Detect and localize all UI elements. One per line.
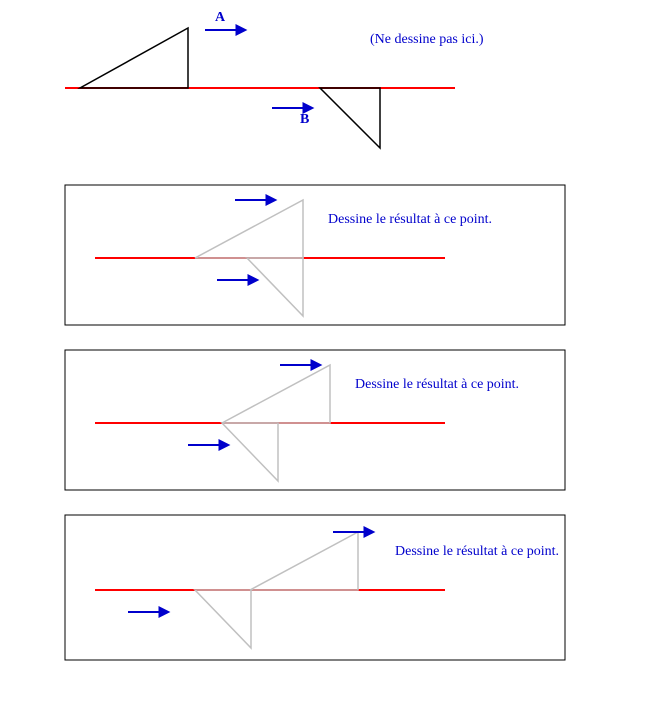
top-note: (Ne dessine pas ici.) [370,32,484,48]
panel-3-caption: Dessine le résultat à ce point. [395,544,559,560]
label-a: A [215,10,225,26]
label-b: B [300,112,309,128]
panel-1-caption: Dessine le résultat à ce point. [328,212,492,228]
diagram-svg [0,0,652,718]
panel-2-caption: Dessine le résultat à ce point. [355,377,519,393]
